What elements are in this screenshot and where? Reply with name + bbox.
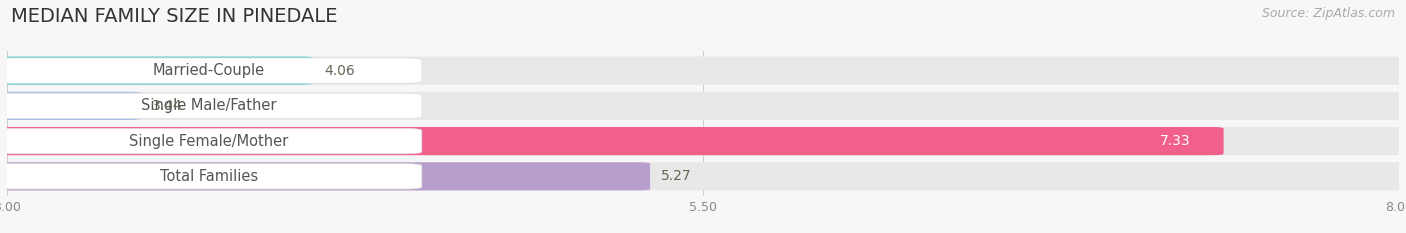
FancyBboxPatch shape: [0, 164, 422, 189]
FancyBboxPatch shape: [0, 162, 650, 190]
FancyBboxPatch shape: [0, 162, 1406, 190]
FancyBboxPatch shape: [0, 127, 1223, 155]
FancyBboxPatch shape: [0, 128, 422, 154]
FancyBboxPatch shape: [0, 127, 1406, 155]
FancyBboxPatch shape: [0, 57, 314, 85]
FancyBboxPatch shape: [0, 92, 141, 120]
Text: Single Male/Father: Single Male/Father: [141, 98, 277, 113]
Text: Single Female/Mother: Single Female/Mother: [129, 134, 288, 149]
Text: Total Families: Total Families: [160, 169, 257, 184]
Text: 5.27: 5.27: [661, 169, 692, 183]
Text: Married-Couple: Married-Couple: [153, 63, 264, 78]
Text: MEDIAN FAMILY SIZE IN PINEDALE: MEDIAN FAMILY SIZE IN PINEDALE: [11, 7, 337, 26]
FancyBboxPatch shape: [0, 93, 422, 119]
FancyBboxPatch shape: [0, 57, 1406, 85]
FancyBboxPatch shape: [0, 58, 422, 83]
FancyBboxPatch shape: [0, 92, 1406, 120]
Text: 7.33: 7.33: [1160, 134, 1191, 148]
Text: 3.44: 3.44: [152, 99, 183, 113]
Text: 4.06: 4.06: [325, 64, 356, 78]
Text: Source: ZipAtlas.com: Source: ZipAtlas.com: [1261, 7, 1395, 20]
